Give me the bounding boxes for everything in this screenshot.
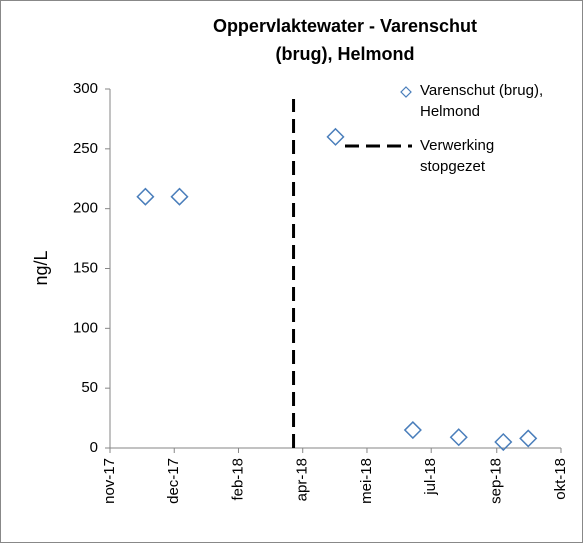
legend-marker	[400, 86, 412, 98]
x-tick-label: mei-18	[358, 458, 375, 504]
point	[136, 187, 155, 206]
point	[403, 420, 422, 440]
y-tick-label: 50	[81, 379, 98, 396]
x-tick-label: okt-18	[552, 458, 569, 500]
y-tick-label: 0	[90, 439, 98, 456]
legend-label: Verwerking stopgezet	[420, 137, 495, 175]
point	[494, 432, 513, 452]
y-tick-label: 300	[73, 80, 98, 97]
x-tick-label: apr-18	[294, 458, 311, 501]
x-tick-label: nov-17	[101, 458, 118, 504]
x-tick-label: dec-17	[165, 458, 182, 504]
x-tick-label: feb-18	[229, 458, 246, 501]
chart-title: Oppervlaktewater - Varenschut (brug), He…	[212, 16, 478, 64]
y-tick-label: 250	[73, 140, 98, 157]
x-tick-label: sep-18	[488, 458, 505, 504]
y-axis-label: ng/L	[31, 250, 51, 285]
point	[326, 127, 345, 146]
y-tick-label: 200	[73, 200, 98, 217]
point	[449, 428, 468, 447]
point	[519, 429, 538, 448]
legend-label: Varenschut (brug), Helmond	[420, 82, 544, 120]
y-tick-label: 100	[73, 319, 98, 336]
x-tick-label: jul-18	[422, 458, 439, 496]
point	[170, 187, 189, 206]
y-tick-label: 150	[73, 259, 98, 276]
